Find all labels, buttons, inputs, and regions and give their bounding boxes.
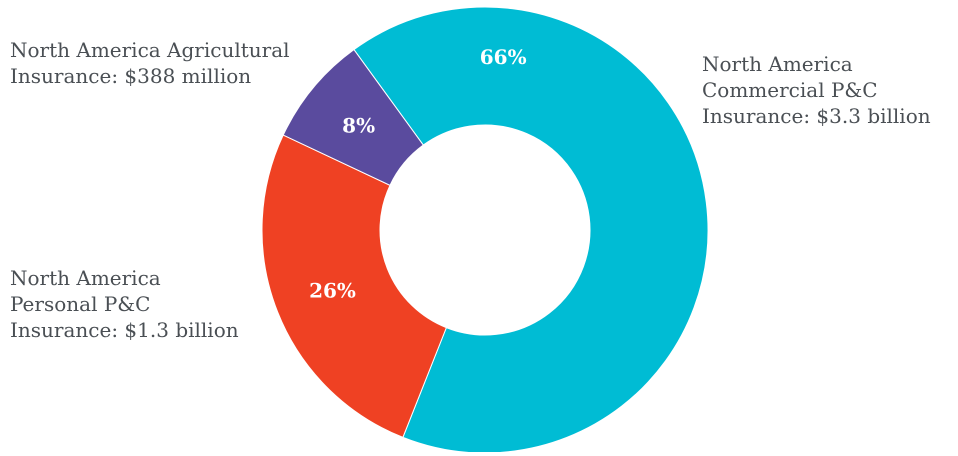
slice-label-personal: North America Personal P&C Insurance: $1… [10, 265, 239, 343]
slice-label-agricultural: North America Agricultural Insurance: $3… [10, 37, 290, 89]
slice-label-line: Personal P&C [10, 292, 151, 316]
percent-labels-group: 66% 26% 8% [309, 45, 527, 302]
slice-label-commercial: North America Commercial P&C Insurance: … [702, 51, 931, 129]
slice-label-line: North America [10, 266, 161, 290]
percent-label-commercial: 66% [480, 45, 527, 69]
slice-label-line: Insurance: $3.3 billion [702, 104, 931, 128]
slice-label-line: Commercial P&C [702, 78, 878, 102]
percent-label-agri: 8% [342, 113, 375, 137]
slice-label-line: North America [702, 52, 853, 76]
percent-label-personal: 26% [309, 278, 356, 302]
slice-label-line: Insurance: $1.3 billion [10, 318, 239, 342]
slice-label-line: Insurance: $388 million [10, 64, 252, 88]
slices-group [261, 6, 709, 454]
slice-commercial [353, 6, 709, 454]
slice-label-line: North America Agricultural [10, 38, 290, 62]
slice-personal [261, 134, 447, 438]
slice-agri [282, 48, 424, 186]
